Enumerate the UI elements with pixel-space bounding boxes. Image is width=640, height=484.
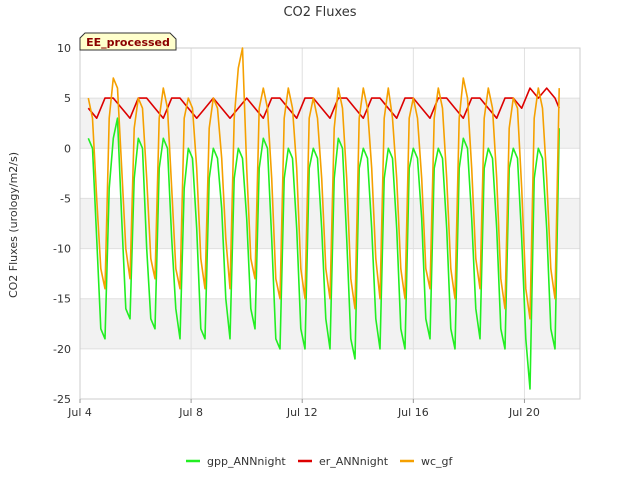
legend-label-gpp_ANNnight: gpp_ANNnight xyxy=(207,455,286,468)
x-tick-label: Jul 20 xyxy=(508,406,540,419)
y-tick-label: 10 xyxy=(57,42,71,55)
x-tick-label: Jul 4 xyxy=(67,406,92,419)
band-1 xyxy=(80,198,580,249)
band-0 xyxy=(80,98,580,149)
series-line-wc_gf xyxy=(87,47,560,320)
series-layer xyxy=(87,47,560,390)
y-tick-label: 0 xyxy=(64,142,71,155)
series-line-gpp_ANNnight xyxy=(87,117,560,390)
x-tick-label: Jul 16 xyxy=(397,406,429,419)
y-tick-label: 5 xyxy=(64,92,71,105)
y-tick-label: -5 xyxy=(60,192,71,205)
y-tick-label: -10 xyxy=(53,243,71,256)
y-axis-label: CO2 Fluxes (urology/m2/s) xyxy=(7,152,20,298)
x-axis-ticks: Jul 4 Jul 8 Jul 12 Jul 16 Jul 20 xyxy=(67,399,540,419)
x-tick-label: Jul 8 xyxy=(178,406,203,419)
legend-label-wc_gf: wc_gf xyxy=(421,455,454,468)
badge-text: EE_processed xyxy=(86,36,170,49)
x-tick-label: Jul 12 xyxy=(286,406,318,419)
badge-shape xyxy=(79,32,177,51)
processed-badge: EE_processed xyxy=(79,32,177,51)
y-tick-label: -20 xyxy=(53,343,71,356)
y-tick-label: -25 xyxy=(53,393,71,406)
y-axis-ticks: 10 5 0 -5 -10 -15 -20 -25 xyxy=(53,42,71,406)
plot-frame xyxy=(79,47,581,400)
chart-title: CO2 Fluxes xyxy=(283,5,356,20)
legend-label-er_ANNnight: er_ANNnight xyxy=(319,455,389,468)
y-tick-label: -15 xyxy=(53,293,71,306)
legend: gpp_ANNnight er_ANNnight wc_gf xyxy=(186,455,454,468)
